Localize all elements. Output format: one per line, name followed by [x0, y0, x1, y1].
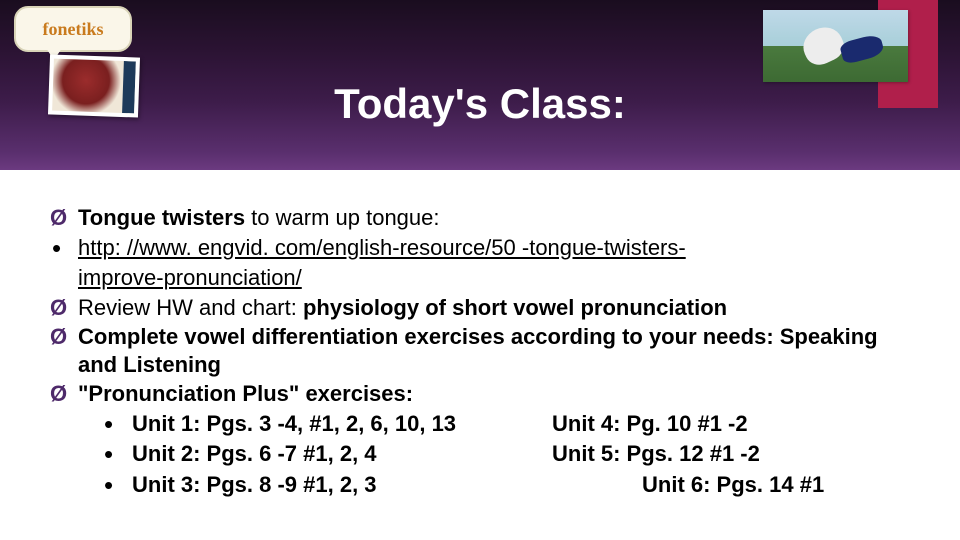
- unit-text: Unit 1: Pgs. 3 -4, #1, 2, 6, 10, 13 Unit…: [132, 410, 910, 438]
- arrow-icon: Ø: [50, 294, 78, 322]
- unit-2: Unit 2: Pgs. 6 -7 #1, 2, 4: [132, 440, 552, 468]
- rest-part: exercises:: [305, 381, 413, 406]
- dot-icon: •: [98, 440, 132, 469]
- bullet-text: http: //www. engvid. com/english-resourc…: [78, 234, 910, 262]
- bullet-text: improve-pronunciation/: [78, 264, 910, 292]
- unit-row-3: • Unit 3: Pgs. 8 -9 #1, 2, 3 Unit 6: Pgs…: [50, 471, 910, 500]
- bullet-review-hw: Ø Review HW and chart: physiology of sho…: [50, 294, 910, 322]
- speech-bubble-logo: fonetiks: [14, 6, 132, 52]
- bullet-tongue-twisters: Ø Tongue twisters to warm up tongue:: [50, 204, 910, 232]
- arrow-icon: Ø: [50, 380, 78, 408]
- link-line1[interactable]: http: //www. engvid. com/english-resourc…: [78, 235, 686, 260]
- dot-icon: •: [98, 410, 132, 439]
- sports-photo: [763, 10, 908, 82]
- bullet-text: Review HW and chart: physiology of short…: [78, 294, 910, 322]
- unit-row-2: • Unit 2: Pgs. 6 -7 #1, 2, 4 Unit 5: Pgs…: [50, 440, 910, 469]
- header-banner: fonetiks Today's Class:: [0, 0, 960, 170]
- unit-1: Unit 1: Pgs. 3 -4, #1, 2, 6, 10, 13: [132, 410, 552, 438]
- page-title: Today's Class:: [0, 80, 960, 128]
- dot-icon: •: [98, 471, 132, 500]
- bold-part: "Pronunciation Plus": [78, 381, 305, 406]
- bullet-pron-plus: Ø "Pronunciation Plus" exercises:: [50, 380, 910, 408]
- unit-text: Unit 2: Pgs. 6 -7 #1, 2, 4 Unit 5: Pgs. …: [132, 440, 910, 468]
- dot-icon: •: [50, 234, 78, 263]
- content-area: Ø Tongue twisters to warm up tongue: • h…: [0, 170, 960, 511]
- bullet-vowel-diff: Ø Complete vowel differentiation exercis…: [50, 323, 910, 378]
- unit-3: Unit 3: Pgs. 8 -9 #1, 2, 3: [132, 471, 552, 499]
- bold-part: physiology of short vowel pronunciation: [303, 295, 727, 320]
- pre-bold: Complete: [78, 324, 184, 349]
- unit-5: Unit 5: Pgs. 12 #1 -2: [552, 440, 910, 468]
- unit-4: Unit 4: Pg. 10 #1 -2: [552, 410, 910, 438]
- unit-6: Unit 6: Pgs. 14 #1: [552, 471, 910, 499]
- bold-mid: vowel differentiation exercises: [184, 324, 510, 349]
- pre-part: Review HW and chart:: [78, 295, 303, 320]
- bold-part: Tongue twisters: [78, 205, 251, 230]
- bullet-text: "Pronunciation Plus" exercises:: [78, 380, 910, 408]
- unit-row-1: • Unit 1: Pgs. 3 -4, #1, 2, 6, 10, 13 Un…: [50, 410, 910, 439]
- bullet-link: • http: //www. engvid. com/english-resou…: [50, 234, 910, 263]
- bullet-text: Tongue twisters to warm up tongue:: [78, 204, 910, 232]
- link-line2[interactable]: improve-pronunciation/: [78, 265, 302, 290]
- bullet-text: Complete vowel differentiation exercises…: [78, 323, 910, 378]
- bullet-link-cont: improve-pronunciation/: [50, 264, 910, 292]
- rest-part: to warm up tongue:: [251, 205, 439, 230]
- arrow-icon: Ø: [50, 323, 78, 351]
- logo-text: fonetiks: [42, 19, 103, 40]
- arrow-icon: Ø: [50, 204, 78, 232]
- unit-text: Unit 3: Pgs. 8 -9 #1, 2, 3 Unit 6: Pgs. …: [132, 471, 910, 499]
